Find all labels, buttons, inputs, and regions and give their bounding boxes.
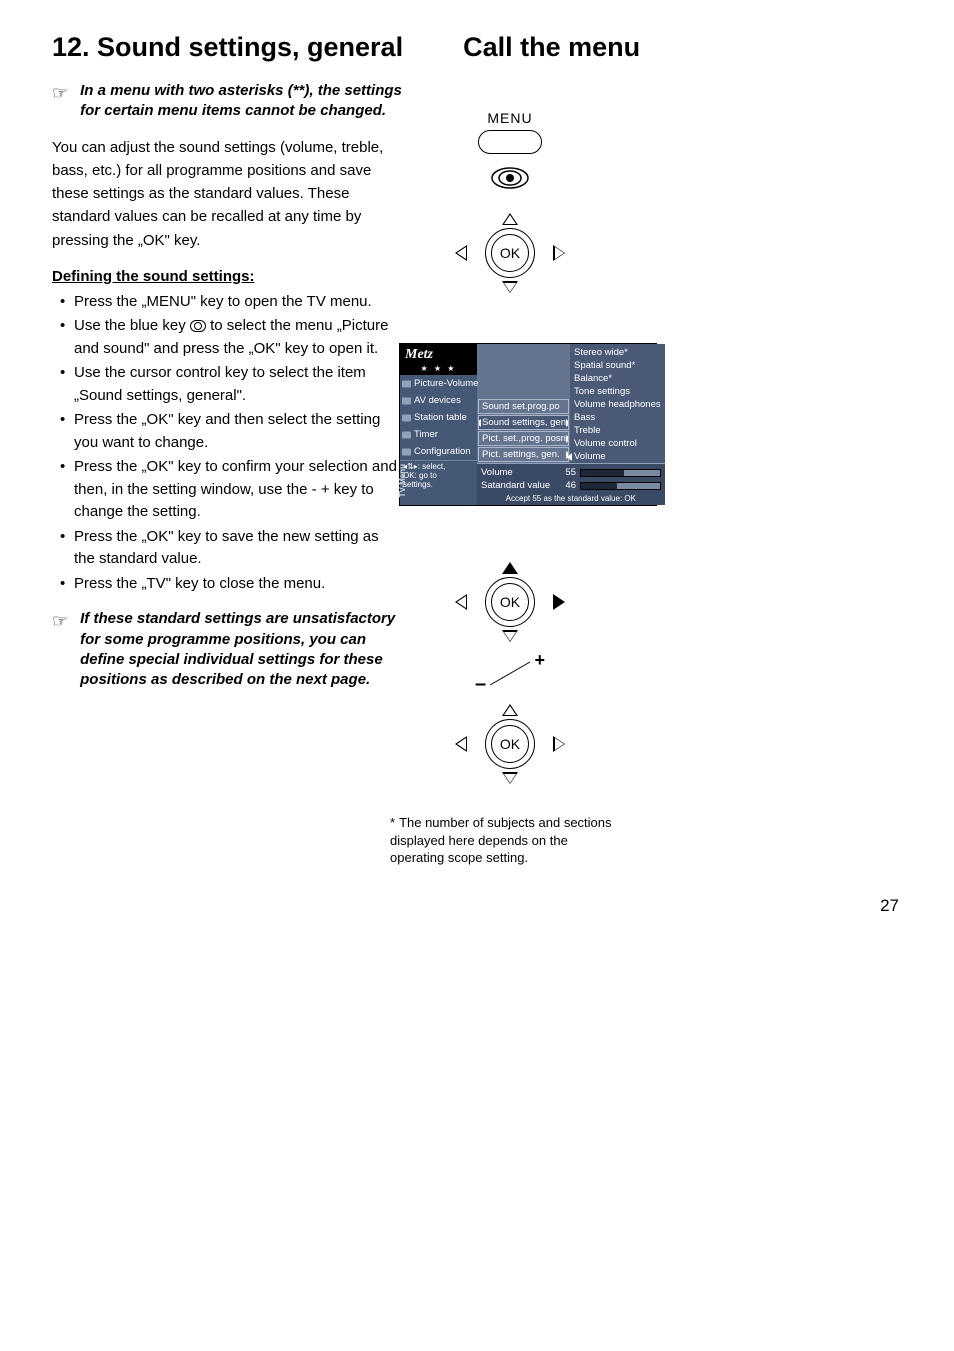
menu-middle-item[interactable]: Pict. set.,prog. posn.*	[478, 431, 569, 446]
blue-key-icon	[190, 320, 206, 332]
volume-row-1: Volume 55	[481, 467, 661, 478]
section-title: 12. Sound settings, general	[52, 32, 403, 63]
sidebar-item[interactable]: AV devices	[400, 392, 477, 409]
sidebar-item[interactable]: Station table	[400, 409, 477, 426]
menu-button[interactable]	[478, 130, 542, 154]
menu-label: MENU	[400, 110, 620, 126]
vol-label: Satandard value	[481, 480, 556, 491]
pm-line-icon	[490, 662, 530, 686]
step-item: Press the „OK" key to save the new setti…	[52, 526, 402, 571]
subheading: Defining the sound settings:	[52, 268, 402, 285]
step-item: Press the „OK" key to confirm your selec…	[52, 456, 402, 524]
menu-sidebar: Metz ★ ★ ★ Picture-Volume AV devices Sta…	[400, 344, 477, 505]
vol-value: 55	[556, 467, 576, 478]
menu-right-item[interactable]: Stereo wide*	[570, 346, 665, 359]
right-arrow-icon[interactable]	[553, 594, 565, 610]
menu-right-item[interactable]: Tone settings	[570, 385, 665, 398]
sidebar-item[interactable]: Picture-Volume	[400, 375, 477, 392]
stars-icon: ★ ★ ★	[405, 364, 472, 373]
tv-menu-tag: TV-Menu	[398, 464, 407, 497]
logo-box: Metz ★ ★ ★	[400, 344, 477, 375]
nav-cluster-2: OK	[455, 562, 565, 642]
up-arrow-icon[interactable]	[502, 704, 518, 716]
intro-paragraph: You can adjust the sound settings (volum…	[52, 136, 402, 252]
sidebar-hint: ◂⇅▸: select, OK: go to settings.	[400, 460, 477, 491]
down-arrow-icon[interactable]	[502, 772, 518, 784]
vol-label: Volume	[481, 467, 556, 478]
sidebar-item[interactable]: Configuration	[400, 443, 477, 460]
note-1-text: In a menu with two asterisks (**), the s…	[80, 81, 402, 122]
step-item: Press the „TV" key to close the menu.	[52, 573, 402, 596]
minus-icon[interactable]: –	[475, 673, 486, 696]
menu-right-item[interactable]: Volume control	[570, 437, 665, 450]
step-item: Use the cursor control key to select the…	[52, 362, 402, 407]
ok-button[interactable]: OK	[491, 725, 529, 763]
menu-main: Sound set.prog.poSound settings, gen.Pic…	[477, 344, 665, 505]
menu-middle-item[interactable]: Pict. settings, gen.	[478, 447, 569, 462]
menu-right-item[interactable]: Spatial sound*	[570, 359, 665, 372]
page-number: 27	[880, 896, 899, 916]
down-arrow-icon[interactable]	[502, 281, 518, 293]
steps-list: Press the „MENU" key to open the TV menu…	[52, 291, 402, 596]
menu-top-row: Sound set.prog.poSound settings, gen.Pic…	[477, 344, 665, 463]
menu-middle-column: Sound set.prog.poSound settings, gen.Pic…	[477, 344, 570, 463]
note-2: ☞ If these standard settings are unsatis…	[52, 609, 402, 690]
plus-icon[interactable]: +	[534, 650, 545, 671]
menu-right-item[interactable]: Volume headphones	[570, 398, 665, 411]
call-menu-title: Call the menu	[463, 32, 640, 63]
left-arrow-icon[interactable]	[455, 245, 467, 261]
menu-middle-item[interactable]: Sound set.prog.po	[478, 399, 569, 414]
ok-button[interactable]: OK	[491, 583, 529, 621]
vol-bar[interactable]	[580, 469, 661, 477]
sidebar-item[interactable]: Timer	[400, 426, 477, 443]
menu-right-item[interactable]: Bass	[570, 411, 665, 424]
right-arrow-icon[interactable]	[553, 245, 565, 261]
remote-group-2: OK + – OK	[440, 562, 580, 784]
step-item: Use the blue key to select the menu „Pic…	[52, 315, 402, 360]
step-item: Press the „MENU" key to open the TV menu…	[52, 291, 402, 314]
note-1: ☞ In a menu with two asterisks (**), the…	[52, 81, 402, 122]
menu-right-item[interactable]: Treble	[570, 424, 665, 437]
tv-menu-screenshot: Metz ★ ★ ★ Picture-Volume AV devices Sta…	[399, 343, 657, 506]
menu-right-item[interactable]: Volume	[570, 450, 665, 463]
down-arrow-icon[interactable]	[502, 630, 518, 642]
remote-column: MENU OK	[400, 110, 620, 313]
accept-text: Accept 55 as the standard value: OK	[481, 493, 661, 503]
asterisk-icon: *	[390, 814, 395, 832]
volume-panel: Volume 55 Satandard value 46 Accept 55 a…	[477, 463, 665, 505]
nav-cluster-1: OK	[455, 213, 565, 293]
footnote-text: The number of subjects and sections disp…	[390, 815, 612, 865]
left-column: ☞ In a menu with two asterisks (**), the…	[52, 81, 402, 704]
metz-logo: Metz	[405, 347, 472, 363]
hand-icon: ☞	[52, 611, 68, 690]
header-row: 12. Sound settings, general Call the men…	[52, 32, 902, 63]
manual-page: 12. Sound settings, general Call the men…	[0, 0, 954, 930]
remote-menu-group: MENU OK	[400, 110, 620, 293]
nav-cluster-3: OK	[455, 704, 565, 784]
ok-button[interactable]: OK	[491, 234, 529, 272]
menu-right-list: Stereo wide*Spatial sound*Balance*Tone s…	[570, 344, 665, 463]
left-arrow-icon[interactable]	[455, 736, 467, 752]
hand-icon: ☞	[52, 83, 68, 122]
eye-button[interactable]	[490, 164, 530, 192]
vol-value: 46	[556, 480, 576, 491]
vol-bar[interactable]	[580, 482, 661, 490]
right-arrow-icon[interactable]	[553, 736, 565, 752]
plus-minus-control: + –	[475, 648, 545, 698]
left-arrow-icon[interactable]	[455, 594, 467, 610]
note-2-text: If these standard settings are unsatisfa…	[80, 609, 402, 690]
up-arrow-icon[interactable]	[502, 562, 518, 574]
menu-middle-item[interactable]: Sound settings, gen.	[478, 415, 569, 430]
menu-right-item[interactable]: Balance*	[570, 372, 665, 385]
volume-row-2: Satandard value 46	[481, 480, 661, 491]
footnote: * The number of subjects and sections di…	[390, 814, 620, 867]
up-arrow-icon[interactable]	[502, 213, 518, 225]
step-item: Press the „OK" key and then select the s…	[52, 409, 402, 454]
